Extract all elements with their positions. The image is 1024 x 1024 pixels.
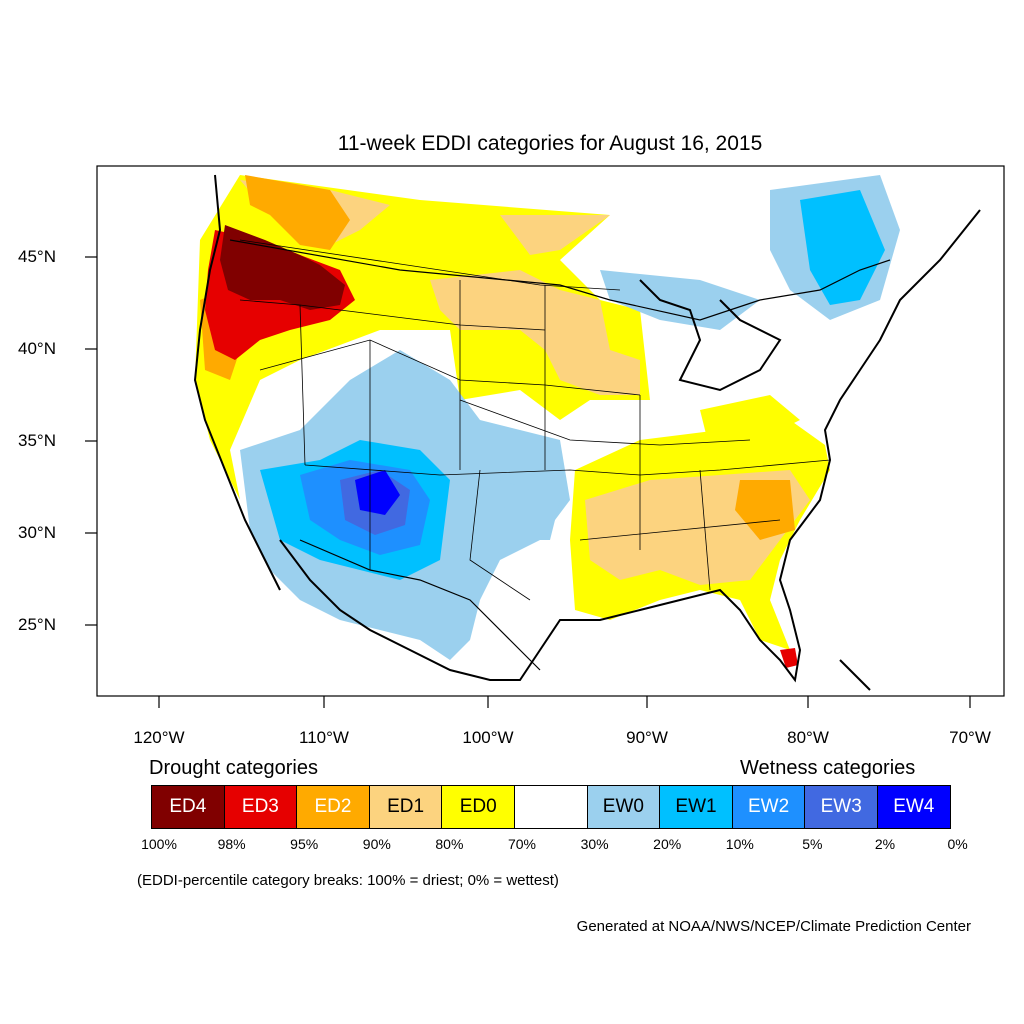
lon-tick-label: 100°W <box>462 728 514 747</box>
ew1-region-northeast <box>800 190 885 305</box>
legend-swatch-ew4: EW4 <box>877 785 951 829</box>
ed2-region-northwest <box>245 175 350 250</box>
legend-swatch-ew1: EW1 <box>659 785 733 829</box>
legend-break-label: 10% <box>725 836 754 852</box>
wetness-heading: Wetness categories <box>740 757 916 779</box>
legend-swatch-ew2: EW2 <box>731 785 806 829</box>
legend-swatch-ed3: ED3 <box>223 785 298 829</box>
legend-break-label: 5% <box>802 836 823 852</box>
ed0-region-ohio <box>700 395 800 450</box>
legend-break-label: 80% <box>435 836 464 852</box>
legend-swatch-ed0: ED0 <box>441 785 515 829</box>
legend-swatch-ed2: ED2 <box>296 785 370 829</box>
coastlines <box>193 174 981 691</box>
ed1-region-dakotas <box>430 270 640 395</box>
legend-break-label: 0% <box>947 836 968 852</box>
legend-swatch-ew0: EW0 <box>586 785 661 829</box>
ew0-region-texas <box>500 480 560 540</box>
legend-break-label: 20% <box>653 836 682 852</box>
legend-swatch-neutral <box>514 785 588 829</box>
lon-tick-label: 110°W <box>299 728 349 747</box>
lat-tick-label: 45°N <box>18 247 56 266</box>
lon-tick-label: 120°W <box>133 728 185 747</box>
legend-break-label: 2% <box>874 836 896 852</box>
drought-heading: Drought categories <box>149 757 318 779</box>
plot-frame <box>96 165 1005 697</box>
category-shading <box>195 175 900 668</box>
lat-tick-label: 25°N <box>18 615 56 634</box>
lat-ticks <box>85 256 97 626</box>
lat-tick-label: 35°N <box>18 431 56 450</box>
legend-break-label: 70% <box>507 836 537 852</box>
ed3-region-florida <box>780 648 798 668</box>
lat-tick-label: 40°N <box>18 339 56 358</box>
legend-swatch-ed4: ED4 <box>151 785 225 829</box>
legend-break-label: 30% <box>580 836 609 852</box>
map-title: 11-week EDDI categories for August 16, 2… <box>337 132 763 155</box>
state-boundaries <box>239 239 831 601</box>
ed1-region-plains <box>500 215 610 255</box>
ew4-region-four-corners <box>355 470 400 515</box>
lon-tick-label: 90°W <box>626 728 668 747</box>
country-boundaries <box>229 239 891 671</box>
ed4-region-washington <box>220 225 345 310</box>
ew0-region-great-lakes <box>600 270 760 330</box>
legend-swatch-ed1: ED1 <box>368 785 443 829</box>
lon-ticks <box>158 696 971 708</box>
ed2-region-carolina <box>735 480 795 540</box>
legend-break-label: 98% <box>217 836 246 852</box>
ed0-region-northwest <box>195 175 650 500</box>
lat-tick-label: 30°N <box>18 523 56 542</box>
legend-note: (EDDI-percentile category breaks: 100% =… <box>137 872 559 889</box>
legend-break-label: 90% <box>362 836 391 852</box>
legend-break-label: 95% <box>290 836 319 852</box>
credit-text: Generated at NOAA/NWS/NCEP/Climate Predi… <box>576 918 971 935</box>
legend-swatch-ew3: EW3 <box>804 785 878 829</box>
legend-break-label: 100% <box>141 836 177 852</box>
lon-tick-label: 70°W <box>949 728 991 747</box>
lon-tick-label: 80°W <box>787 728 829 747</box>
